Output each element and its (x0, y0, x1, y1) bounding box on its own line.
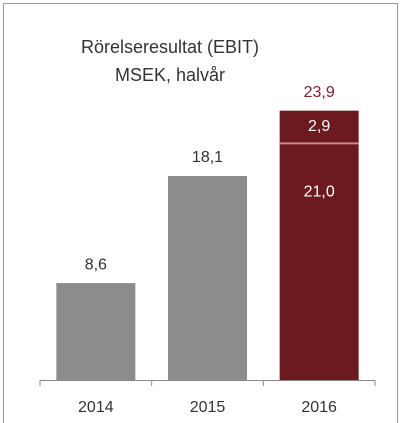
bar (168, 176, 247, 380)
bar (279, 143, 359, 380)
x-tick-label: 2014 (78, 399, 114, 416)
total-label: 23,9 (304, 84, 335, 101)
value-label: 18,1 (192, 149, 223, 166)
bar (56, 283, 136, 380)
frame (3, 3, 398, 423)
value-label: 21,0 (304, 184, 335, 201)
chart-title: Rörelseresultat (EBIT) (81, 37, 259, 57)
x-tick-label: 2016 (301, 399, 337, 416)
value-label: 2,9 (308, 118, 330, 135)
x-tick-label: 2015 (190, 399, 226, 416)
chart-subtitle: MSEK, halvår (115, 65, 225, 85)
value-label: 8,6 (85, 256, 107, 273)
bar (279, 110, 359, 144)
